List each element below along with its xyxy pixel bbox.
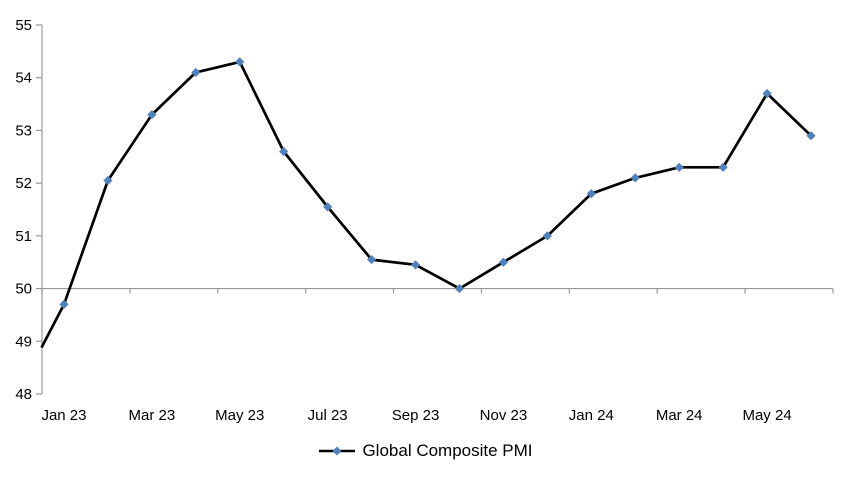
y-axis-label: 54 (15, 70, 32, 87)
x-axis-label: Jul 23 (308, 407, 348, 424)
data-point-marker (366, 254, 377, 265)
data-point-marker (323, 202, 333, 212)
x-axis-label: May 23 (215, 407, 264, 424)
y-axis-label: 48 (15, 386, 32, 403)
y-axis-label: 50 (15, 281, 32, 298)
x-axis-label: Mar 24 (656, 407, 703, 424)
y-axis-label: 52 (15, 175, 32, 192)
data-point-marker (235, 57, 245, 67)
x-axis-label: Nov 23 (480, 407, 528, 424)
x-axis-label: Jan 23 (41, 407, 86, 424)
data-point-marker (454, 283, 465, 294)
legend: Global Composite PMI (0, 441, 852, 461)
x-axis-label: Jan 24 (569, 407, 614, 424)
x-axis-label: Sep 23 (392, 407, 440, 424)
data-point-marker (147, 110, 157, 120)
legend-label: Global Composite PMI (362, 441, 533, 460)
data-point-marker (279, 146, 289, 157)
data-point-marker (59, 299, 69, 309)
data-point-marker (191, 67, 201, 78)
data-point-marker (586, 189, 596, 199)
legend-line-marker-icon (319, 446, 356, 456)
data-point-marker (103, 175, 113, 186)
x-axis-label: Mar 23 (129, 407, 176, 424)
data-point-marker (762, 88, 772, 99)
data-point-marker (498, 257, 509, 267)
data-point-marker (718, 162, 728, 172)
data-point-marker (674, 162, 684, 172)
y-axis-label: 51 (15, 228, 32, 245)
data-point-marker (542, 231, 552, 241)
data-point-marker (410, 260, 421, 270)
data-point-marker (630, 173, 640, 183)
x-axis-label: May 24 (742, 407, 791, 424)
y-axis-label: 55 (15, 17, 32, 34)
y-axis-label: 49 (15, 333, 32, 350)
data-point-marker (806, 131, 816, 141)
y-axis-label: 53 (15, 122, 32, 139)
pmi-series-line (40, 60, 813, 348)
legend-diamond-icon (332, 446, 342, 456)
chart-plot-area: 55 54 53 52 51 50 49 48 Jan 23 Mar 23 May 23 Jul 23… (15, 17, 834, 424)
